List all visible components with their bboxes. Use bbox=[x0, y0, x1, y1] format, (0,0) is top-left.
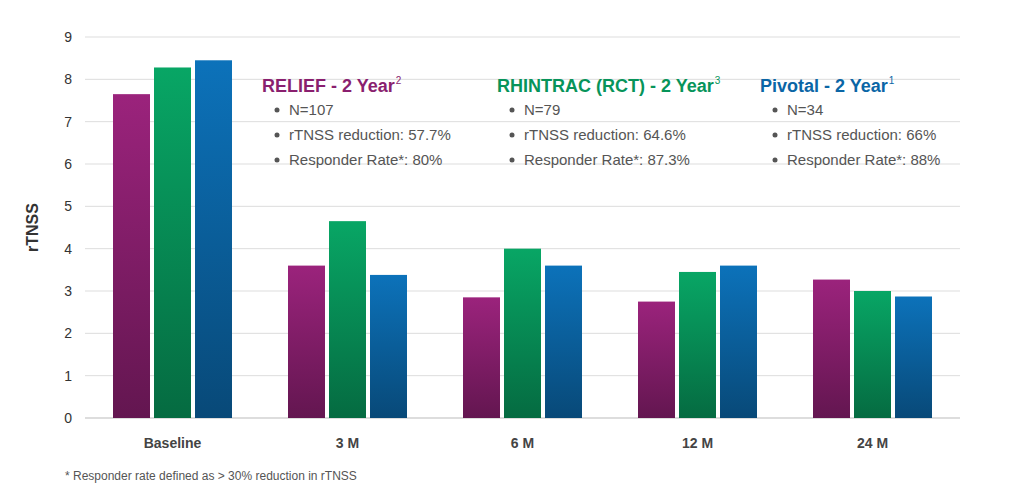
annotation-line: rTNSS reduction: 64.6% bbox=[524, 126, 686, 143]
annotation-line: rTNSS reduction: 66% bbox=[787, 126, 936, 143]
bar bbox=[463, 297, 500, 418]
bullet bbox=[773, 133, 778, 138]
y-tick-label: 4 bbox=[64, 241, 72, 257]
bar bbox=[154, 67, 191, 418]
legend-title: RELIEF - 2 Year bbox=[262, 76, 395, 96]
bar bbox=[638, 302, 675, 418]
bullet bbox=[275, 158, 280, 163]
bar bbox=[895, 297, 932, 418]
bars bbox=[113, 60, 932, 418]
chart: 0 1 2 3 4 5 6 7 8 9 rTNSS Baseline 3 M 6 M 12 M 24 M REL… bbox=[0, 0, 1024, 494]
bullet bbox=[510, 158, 515, 163]
legend-superscript: 2 bbox=[396, 75, 402, 86]
bar bbox=[113, 94, 150, 418]
y-tick-label: 1 bbox=[64, 368, 72, 384]
annotation-line: Responder Rate*: 87.3% bbox=[524, 151, 690, 168]
bar bbox=[370, 275, 407, 418]
y-tick-label: 9 bbox=[64, 29, 72, 45]
y-tick-label: 5 bbox=[64, 198, 72, 214]
grid-line bbox=[85, 37, 960, 38]
bar bbox=[329, 221, 366, 418]
bullet bbox=[275, 133, 280, 138]
annotation-line: N=107 bbox=[289, 101, 334, 118]
annotation-line: Responder Rate*: 88% bbox=[787, 151, 940, 168]
annotation-line: N=79 bbox=[524, 101, 560, 118]
bar bbox=[854, 291, 891, 418]
annotation-line: Responder Rate*: 80% bbox=[289, 151, 442, 168]
y-tick-label: 7 bbox=[64, 114, 72, 130]
legend-superscript: 1 bbox=[889, 75, 895, 86]
legend-title: RHINTRAC (RCT) - 2 Year bbox=[497, 76, 714, 96]
bar bbox=[195, 60, 232, 418]
y-tick-label: 2 bbox=[64, 325, 72, 341]
annotation-line: N=34 bbox=[787, 101, 823, 118]
bar bbox=[679, 272, 716, 418]
bullet bbox=[275, 108, 280, 113]
y-axis-label: rTNSS bbox=[24, 203, 41, 252]
annotation-line: rTNSS reduction: 57.7% bbox=[289, 126, 451, 143]
bullet bbox=[510, 133, 515, 138]
bar bbox=[288, 266, 325, 418]
y-tick-label: 6 bbox=[64, 156, 72, 172]
bar bbox=[504, 249, 541, 418]
x-tick-label: 6 M bbox=[511, 435, 534, 451]
footnote: * Responder rate defined as > 30% reduct… bbox=[65, 469, 357, 483]
legend-superscript: 3 bbox=[715, 75, 721, 86]
bullet bbox=[773, 108, 778, 113]
y-tick-label: 0 bbox=[64, 410, 72, 426]
legend-title: Pivotal - 2 Year bbox=[760, 76, 888, 96]
bullet bbox=[773, 158, 778, 163]
bar bbox=[545, 266, 582, 418]
x-tick-label: 12 M bbox=[682, 435, 713, 451]
x-tick-label: 24 M bbox=[857, 435, 888, 451]
bar bbox=[720, 266, 757, 418]
x-tick-label: 3 M bbox=[336, 435, 359, 451]
bar bbox=[813, 280, 850, 418]
y-tick-label: 3 bbox=[64, 283, 72, 299]
x-tick-label: Baseline bbox=[144, 435, 202, 451]
y-tick-label: 8 bbox=[64, 71, 72, 87]
bullet bbox=[510, 108, 515, 113]
